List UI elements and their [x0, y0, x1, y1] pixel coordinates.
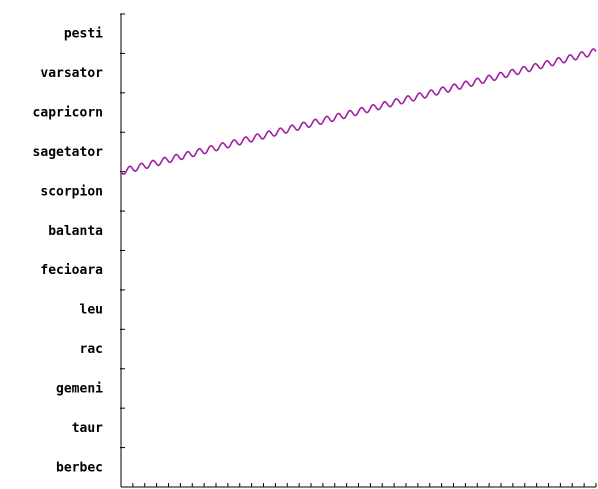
y-tick-label-fecioara: fecioara	[40, 263, 103, 278]
series-layer	[120, 48, 597, 175]
series-line-0	[120, 48, 597, 175]
y-axis-labels: berbec taur gemeni rac leu fecioara balanta sco…	[33, 27, 104, 476]
y-tick-label-capricorn: capricorn	[33, 106, 103, 121]
y-tick-label-balanta: balanta	[48, 224, 103, 239]
y-tick-label-gemeni: gemeni	[56, 381, 103, 396]
y-tick-label-leu: leu	[80, 303, 103, 318]
axes	[120, 13, 597, 488]
y-tick-label-pesti: pesti	[64, 27, 103, 42]
y-tick-label-berbec: berbec	[56, 460, 103, 475]
y-tick-label-taur: taur	[72, 421, 103, 436]
y-tick-label-sagetator: sagetator	[33, 145, 104, 160]
y-tick-label-varsator: varsator	[40, 66, 103, 81]
y-tick-label-scorpion: scorpion	[40, 184, 103, 199]
y-tick-label-rac: rac	[80, 342, 103, 357]
